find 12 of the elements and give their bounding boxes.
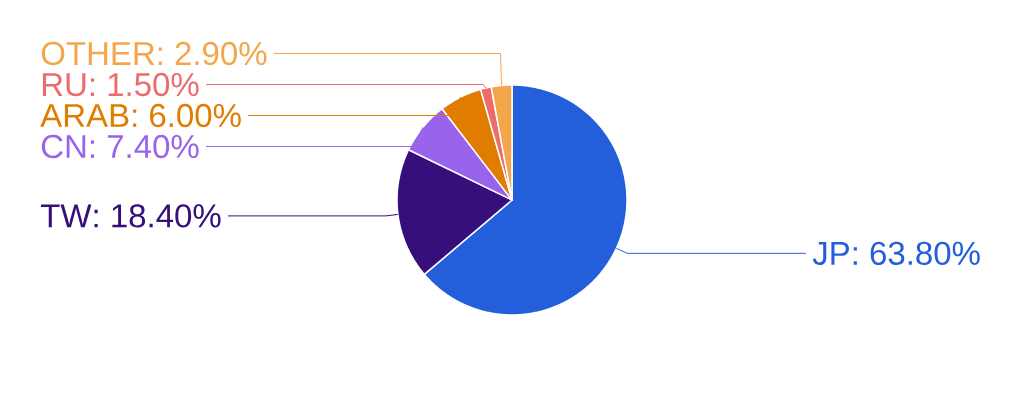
slice-label: CN	[41, 134, 86, 159]
data-label: : 1.50%	[90, 72, 199, 97]
data-label: : 2.90%	[158, 41, 267, 66]
slice-label: JP	[812, 241, 849, 266]
data-label: : 7.40%	[90, 134, 199, 159]
slice-label: ARAB	[40, 104, 129, 127]
slice-label: OTHER	[41, 41, 155, 66]
data-label: : 18.40%	[94, 204, 221, 228]
data-label: : 6.00%	[133, 103, 241, 128]
slice-label: RU	[42, 73, 86, 97]
data-label: : 63.80%	[853, 241, 980, 266]
slice-label: TW	[40, 204, 92, 228]
